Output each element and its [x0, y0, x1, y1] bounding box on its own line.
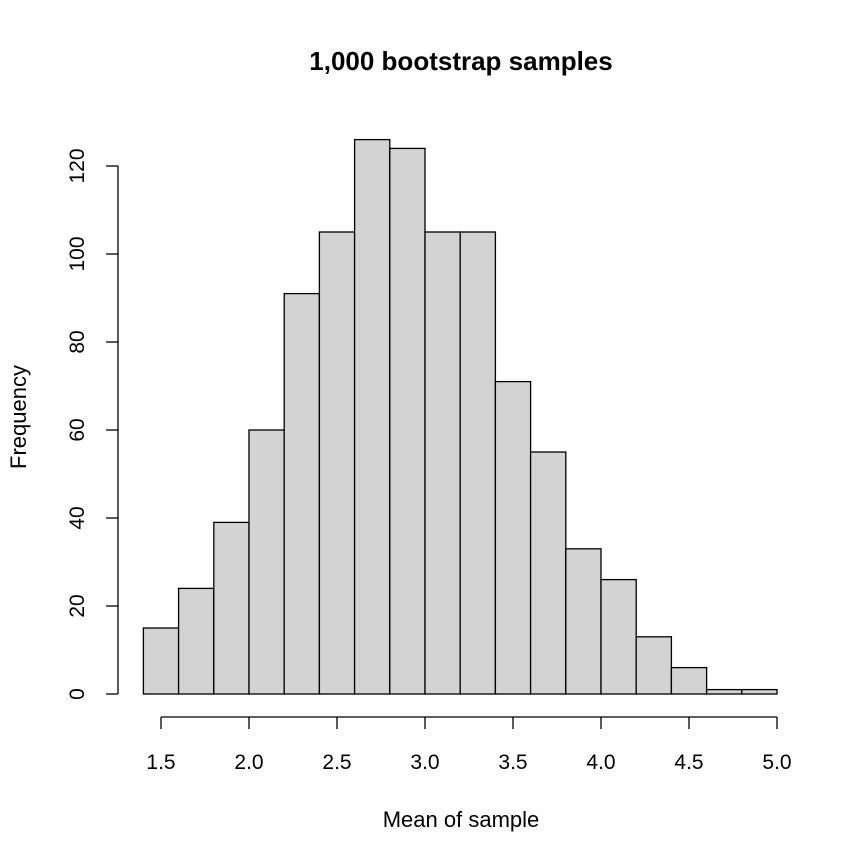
- x-tick-label: 5.0: [762, 751, 791, 774]
- y-tick-label: 100: [66, 236, 89, 271]
- x-tick-label: 4.5: [674, 751, 703, 774]
- histogram-bar: [389, 147, 426, 695]
- histogram-bar: [741, 688, 778, 695]
- histogram-bar: [213, 521, 250, 695]
- histogram-bar: [283, 292, 321, 695]
- y-axis: 0 20 40 60 80 100 120: [66, 148, 119, 700]
- histogram-bar: [318, 231, 356, 695]
- histogram-bar: [353, 138, 391, 695]
- x-tick-label: 2.5: [322, 751, 351, 774]
- histogram-bar: [565, 548, 602, 695]
- histogram-bar: [248, 429, 285, 695]
- histogram-bar: [424, 231, 461, 695]
- x-tick-label: 1.5: [146, 751, 175, 774]
- y-tick-label: 80: [66, 330, 89, 353]
- x-axis: 1.5 2.0 2.5 3.0 3.5 4.0 4.5 5.0: [146, 716, 792, 774]
- x-axis-label: Mean of sample: [383, 807, 540, 832]
- x-tick-label: 3.5: [498, 751, 527, 774]
- y-tick-label: 20: [66, 594, 89, 617]
- histogram-bar: [705, 688, 743, 695]
- chart-title: 1,000 bootstrap samples: [309, 46, 612, 76]
- histogram-bar: [635, 636, 673, 695]
- histogram-bar: [142, 627, 180, 695]
- x-tick-label: 2.0: [234, 751, 263, 774]
- histogram-bar: [600, 578, 637, 695]
- y-tick-label: 60: [66, 418, 89, 441]
- histogram-bar: [529, 451, 567, 695]
- histogram-bar: [670, 666, 708, 695]
- y-axis-label: Frequency: [6, 365, 31, 469]
- x-tick-label: 3.0: [410, 751, 439, 774]
- histogram-bar: [459, 231, 497, 695]
- histogram-bar: [494, 380, 532, 695]
- histogram-bars: [142, 138, 778, 695]
- histogram-bar: [177, 587, 215, 695]
- y-tick-label: 0: [66, 688, 89, 700]
- y-tick-label: 40: [66, 506, 89, 529]
- x-tick-label: 4.0: [586, 751, 615, 774]
- y-tick-label: 120: [66, 148, 89, 183]
